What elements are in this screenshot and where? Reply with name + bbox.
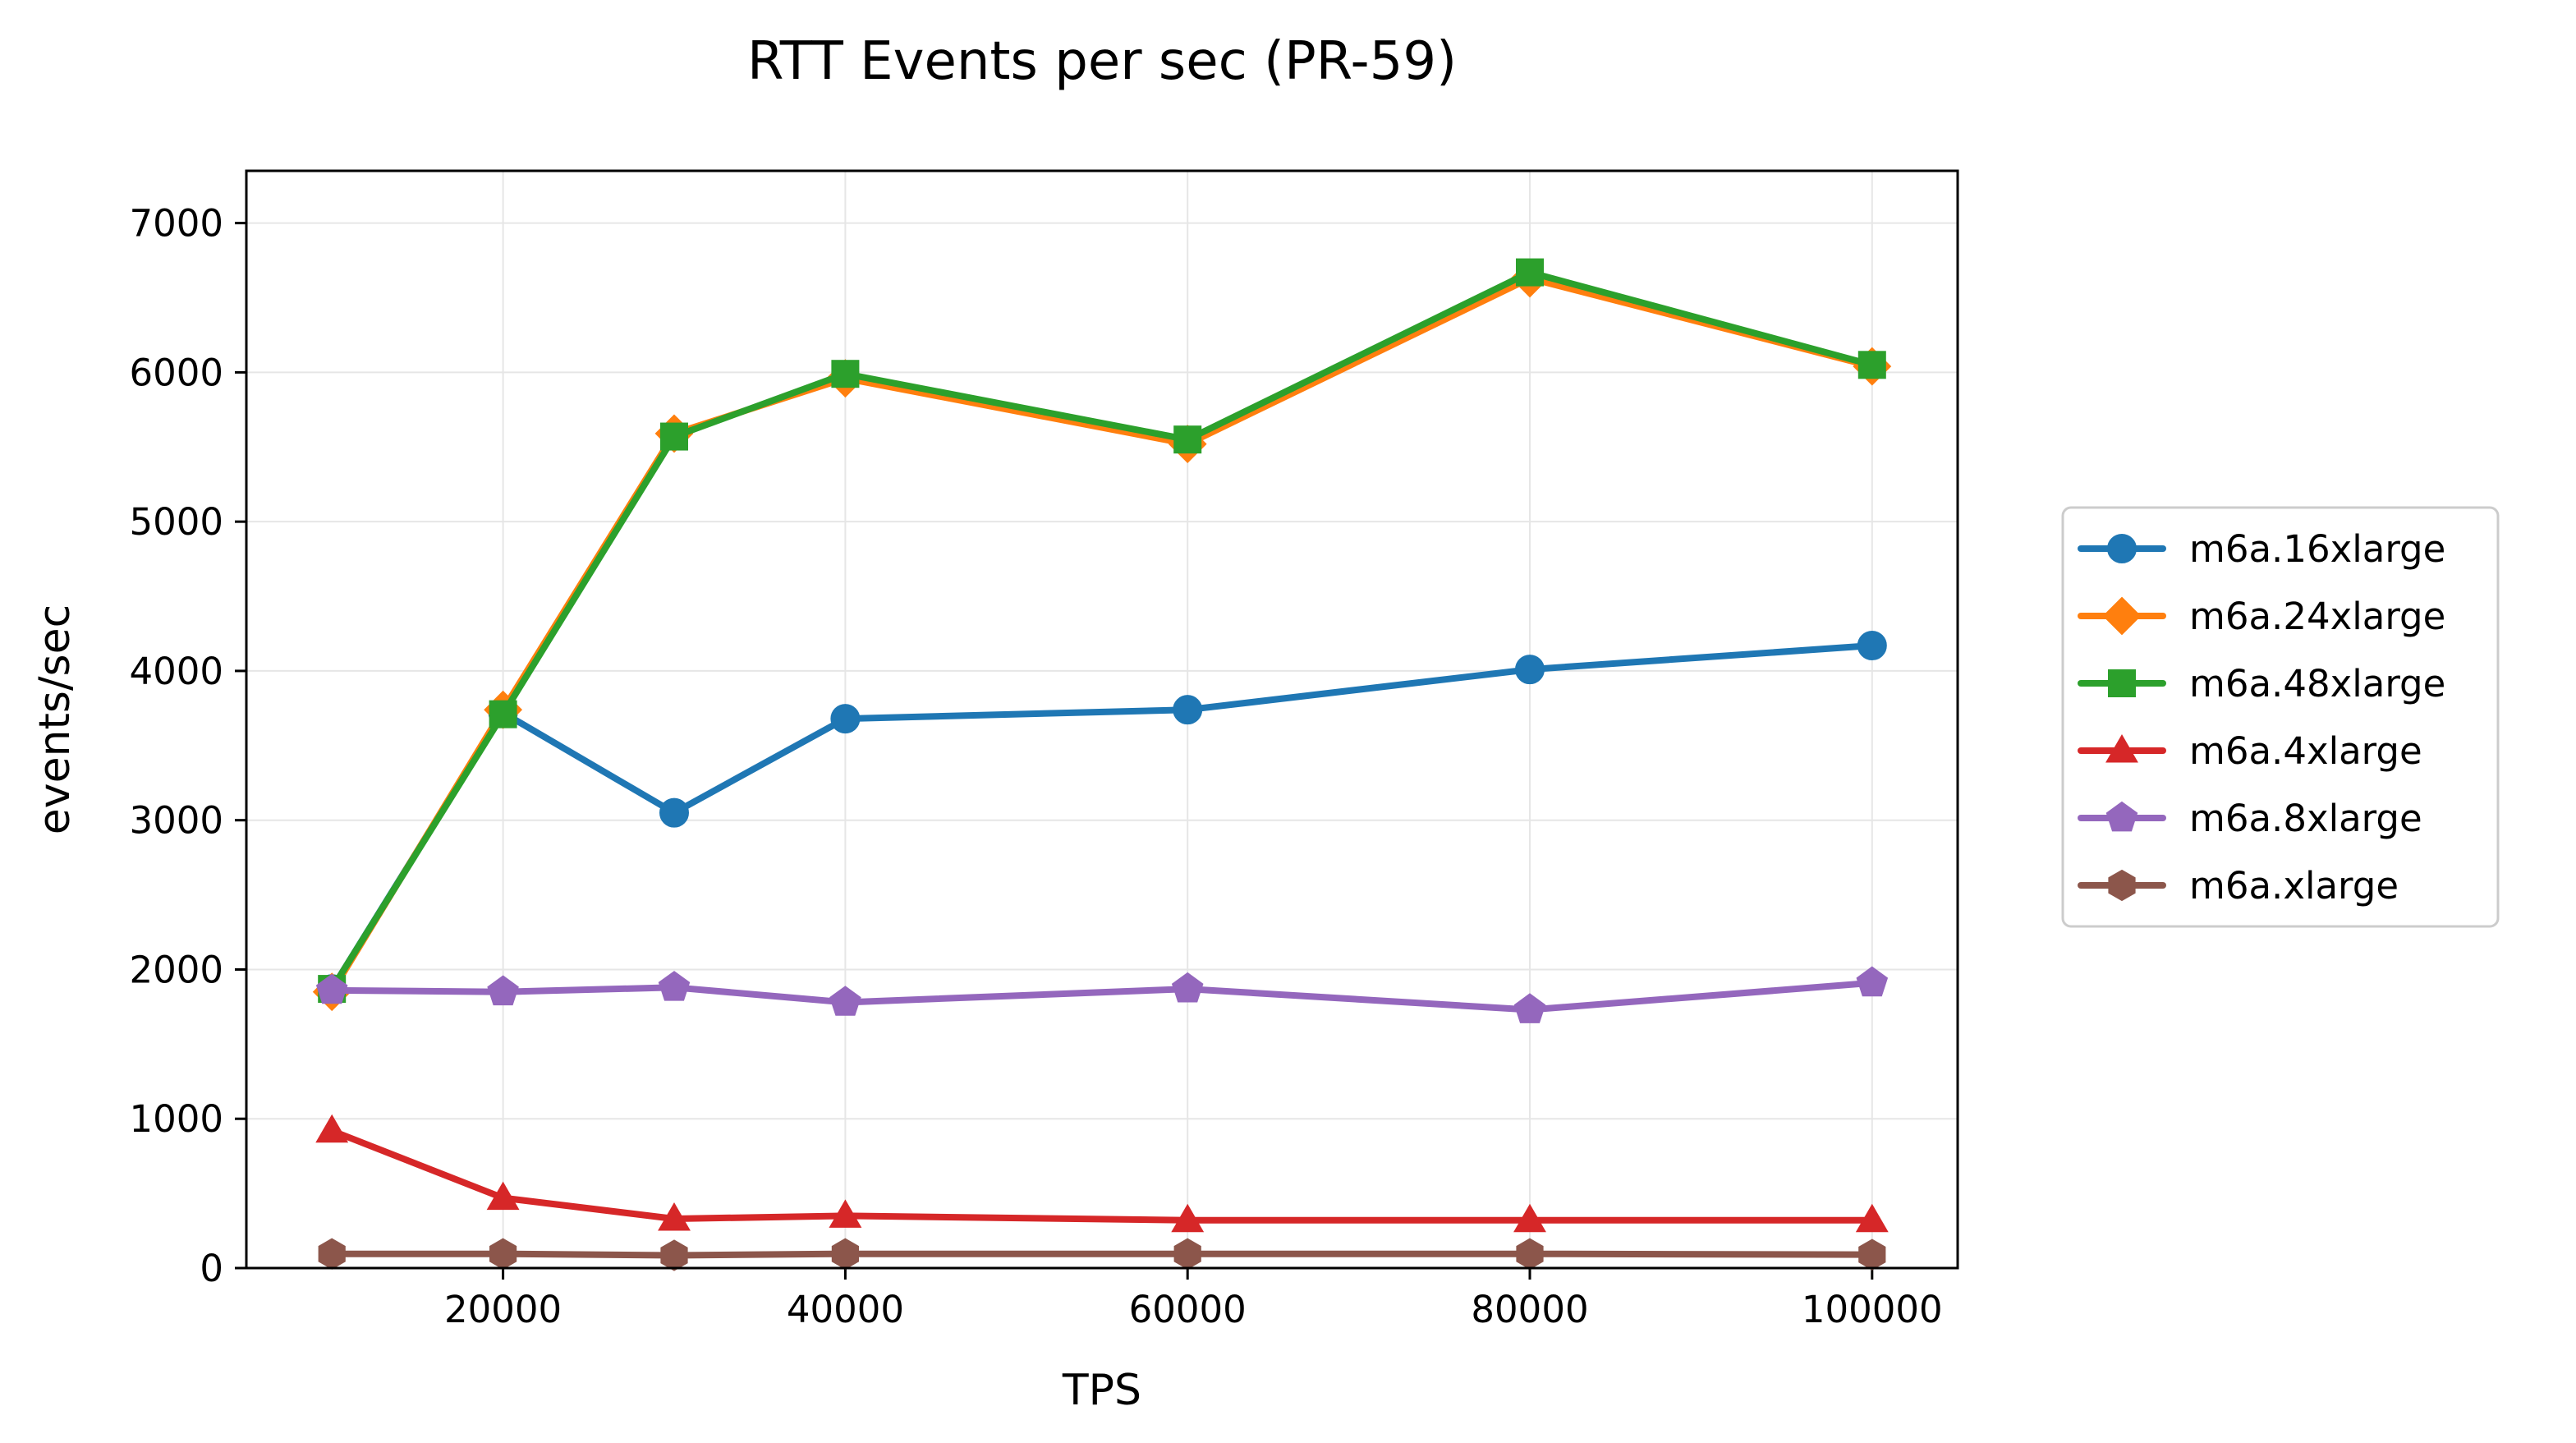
series-m6a-8xlarge bbox=[315, 966, 1889, 1023]
data-point-m6a-4xlarge bbox=[1513, 1203, 1546, 1233]
legend-marker-m6a-16xlarge bbox=[2107, 534, 2137, 563]
data-point-m6a-8xlarge bbox=[1856, 966, 1889, 997]
y-tick-label: 1000 bbox=[129, 1097, 223, 1141]
data-point-m6a-4xlarge bbox=[486, 1181, 520, 1211]
y-tick-label: 2000 bbox=[129, 948, 223, 991]
data-point-m6a-xlarge bbox=[318, 1238, 346, 1270]
data-point-m6a-8xlarge bbox=[829, 986, 861, 1016]
data-point-m6a-xlarge bbox=[489, 1238, 517, 1270]
x-tick-label: 40000 bbox=[787, 1288, 904, 1331]
data-point-m6a-16xlarge bbox=[1515, 655, 1545, 685]
y-tick-label: 5000 bbox=[129, 500, 223, 544]
data-point-m6a-xlarge bbox=[1858, 1238, 1886, 1271]
legend-label: m6a.8xlarge bbox=[2189, 797, 2422, 840]
legend: m6a.16xlarge m6a.24xlarge m6a.48xlarge m6a.… bbox=[2061, 506, 2500, 928]
legend-item-m6a-48xlarge: m6a.48xlarge bbox=[2078, 662, 2445, 705]
x-tick-label: 80000 bbox=[1471, 1288, 1588, 1331]
data-point-m6a-8xlarge bbox=[658, 971, 691, 1001]
legend-marker-m6a-8xlarge bbox=[2105, 801, 2138, 832]
series-m6a-4xlarge bbox=[315, 1114, 1889, 1233]
x-tick-label: 100000 bbox=[1802, 1288, 1943, 1331]
data-point-m6a-4xlarge bbox=[1855, 1203, 1889, 1233]
data-point-m6a-48xlarge bbox=[831, 360, 860, 388]
y-tick-label: 4000 bbox=[129, 650, 223, 693]
data-point-m6a-4xlarge bbox=[1171, 1203, 1205, 1233]
legend-label: m6a.16xlarge bbox=[2189, 527, 2445, 571]
legend-label: m6a.xlarge bbox=[2189, 864, 2399, 908]
legend-marker-m6a-4xlarge bbox=[2105, 734, 2138, 763]
legend-marker-m6a-xlarge bbox=[2108, 869, 2136, 902]
legend-item-m6a-xlarge: m6a.xlarge bbox=[2078, 864, 2399, 908]
legend-box bbox=[2061, 506, 2500, 928]
data-point-m6a-xlarge bbox=[831, 1238, 859, 1270]
axis-ticks: 20000 40000 60000 80000 100000 0 1000 2000 3000 4… bbox=[129, 202, 1942, 1331]
y-tick-label: 6000 bbox=[129, 351, 223, 394]
x-axis-title: TPS bbox=[1062, 1366, 1141, 1415]
data-point-m6a-48xlarge bbox=[1516, 258, 1544, 287]
data-point-m6a-16xlarge bbox=[659, 797, 689, 828]
data-point-m6a-48xlarge bbox=[1857, 351, 1886, 379]
y-tick-label: 0 bbox=[200, 1247, 223, 1290]
data-point-m6a-48xlarge bbox=[1173, 425, 1202, 454]
data-point-m6a-xlarge bbox=[1173, 1238, 1201, 1270]
data-point-m6a-4xlarge bbox=[829, 1199, 862, 1228]
y-tick-label: 7000 bbox=[129, 202, 223, 246]
legend-label: m6a.48xlarge bbox=[2189, 662, 2445, 705]
data-series bbox=[312, 258, 1892, 1271]
plot-frame bbox=[245, 169, 1959, 1270]
data-point-m6a-16xlarge bbox=[1173, 695, 1203, 725]
legend-item-m6a-8xlarge: m6a.8xlarge bbox=[2078, 797, 2422, 840]
legend-label: m6a.24xlarge bbox=[2189, 595, 2445, 638]
y-tick-label: 3000 bbox=[129, 799, 223, 843]
legend-item-m6a-24xlarge: m6a.24xlarge bbox=[2078, 595, 2445, 638]
legend-marker-m6a-48xlarge bbox=[2108, 669, 2136, 697]
data-point-m6a-8xlarge bbox=[1513, 993, 1546, 1023]
series-m6a-xlarge bbox=[318, 1238, 1886, 1271]
data-point-m6a-8xlarge bbox=[487, 975, 519, 1006]
series-line-m6a-xlarge bbox=[328, 1250, 1876, 1259]
data-point-m6a-xlarge bbox=[1516, 1238, 1544, 1270]
data-point-m6a-xlarge bbox=[660, 1239, 688, 1271]
legend-item-m6a-4xlarge: m6a.4xlarge bbox=[2078, 729, 2422, 773]
x-tick-label: 20000 bbox=[444, 1288, 562, 1331]
data-point-m6a-16xlarge bbox=[830, 704, 861, 734]
data-point-m6a-4xlarge bbox=[658, 1202, 691, 1231]
data-point-m6a-8xlarge bbox=[315, 973, 348, 1004]
legend-marker-m6a-24xlarge bbox=[2102, 596, 2142, 636]
data-point-m6a-16xlarge bbox=[1857, 631, 1887, 661]
data-point-m6a-48xlarge bbox=[489, 700, 517, 728]
x-tick-label: 60000 bbox=[1129, 1288, 1247, 1331]
data-point-m6a-48xlarge bbox=[660, 422, 688, 451]
y-axis-title: events/sec bbox=[30, 604, 80, 834]
data-point-m6a-8xlarge bbox=[1171, 972, 1204, 1003]
legend-label: m6a.4xlarge bbox=[2189, 729, 2422, 773]
legend-item-m6a-16xlarge: m6a.16xlarge bbox=[2078, 527, 2445, 571]
data-point-m6a-4xlarge bbox=[315, 1114, 349, 1143]
chart-title: RTT Events per sec (PR-59) bbox=[747, 31, 1457, 92]
series-m6a-48xlarge bbox=[318, 258, 1886, 1004]
